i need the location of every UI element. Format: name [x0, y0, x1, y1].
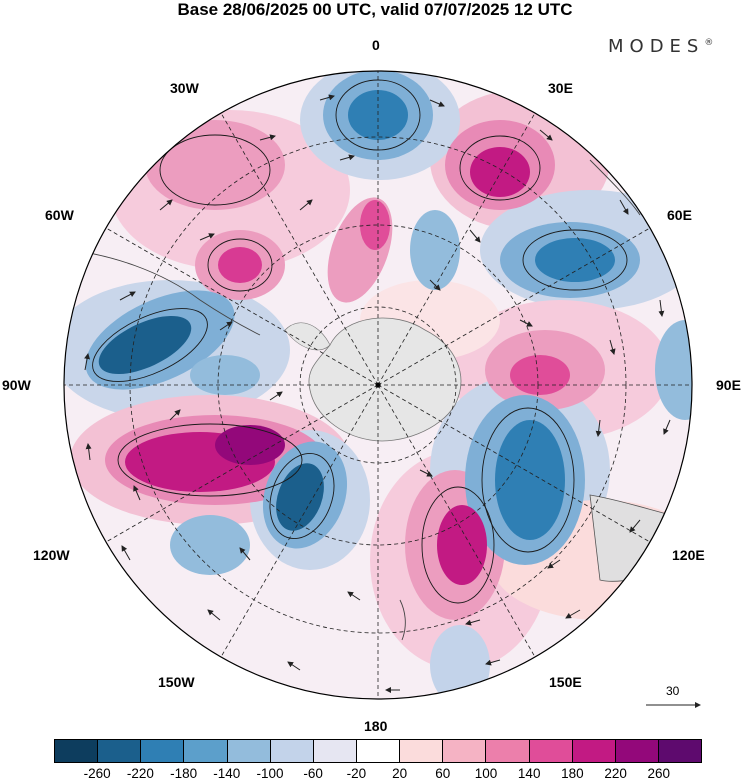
lon-label-60w: 60W	[45, 207, 74, 223]
lon-label-0: 0	[372, 37, 380, 53]
africa-coast	[589, 159, 641, 216]
anomaly-field	[64, 71, 692, 699]
modes-logo: MODES®	[608, 36, 713, 57]
colorbar-label: -260	[83, 766, 111, 781]
colorbar-cell	[400, 740, 444, 762]
lon-label-60e: 60E	[667, 207, 692, 223]
lon-label-150w: 150W	[158, 674, 195, 690]
map-disc	[64, 71, 692, 699]
colorbar-label: 60	[435, 766, 451, 781]
map-boundary	[63, 70, 693, 700]
lon-label-180: 180	[364, 718, 388, 734]
antarctica-landmass	[308, 317, 462, 442]
colorbar	[54, 739, 702, 763]
colorbar-label: 180	[561, 766, 584, 781]
wind-vectors	[84, 94, 671, 693]
contour-lines	[92, 79, 628, 604]
colorbar-label: 260	[647, 766, 671, 781]
colorbar-label: -20	[346, 766, 367, 781]
colorbar-cell	[55, 740, 99, 762]
polar-map	[63, 70, 701, 708]
colorbar-label: 20	[392, 766, 408, 781]
australia-coast	[589, 494, 692, 582]
colorbar-cell	[443, 740, 487, 762]
colorbar-cell	[98, 740, 142, 762]
brand-text: MODES	[608, 36, 705, 57]
lon-label-90e: 90E	[716, 377, 741, 393]
colorbar-cell	[227, 740, 271, 762]
lon-label-90w: 90W	[2, 377, 31, 393]
colorbar-cell	[141, 740, 185, 762]
colorbar-cell	[486, 740, 530, 762]
map-title: Base 28/06/2025 00 UTC, valid 07/07/2025…	[177, 0, 573, 19]
south-america-coast	[69, 249, 261, 336]
colorbar-label: 100	[474, 766, 498, 781]
colorbar-label: 140	[517, 766, 541, 781]
colorbar-cell	[313, 740, 357, 762]
new-zealand-coast	[399, 599, 406, 641]
vector-scale-value: 30	[666, 684, 680, 698]
colorbar-cell	[615, 740, 659, 762]
colorbar-label: -100	[256, 766, 284, 781]
colorbar-cell	[270, 740, 314, 762]
lon-label-30e: 30E	[548, 80, 573, 96]
colorbar-cell	[572, 740, 616, 762]
lon-label-30w: 30W	[170, 80, 199, 96]
colorbar-cell	[529, 740, 573, 762]
lon-label-120e: 120E	[672, 547, 705, 563]
colorbar-label: 220	[604, 766, 627, 781]
colorbar-cell	[184, 740, 228, 762]
colorbar-cell	[356, 740, 401, 762]
colorbar-label: -140	[213, 766, 241, 781]
lon-label-150e: 150E	[549, 674, 582, 690]
colorbar-labels: -260 -220 -180 -140 -100 -60 -20 20 60 100 140 180 2…	[0, 766, 750, 782]
lon-label-120w: 120W	[33, 547, 70, 563]
colorbar-label: -220	[126, 766, 154, 781]
registered-mark: ®	[704, 38, 714, 48]
colorbar-cell	[658, 740, 702, 762]
south-pole-marker	[375, 382, 381, 388]
colorbar-label: -180	[170, 766, 198, 781]
colorbar-label: -60	[303, 766, 323, 781]
